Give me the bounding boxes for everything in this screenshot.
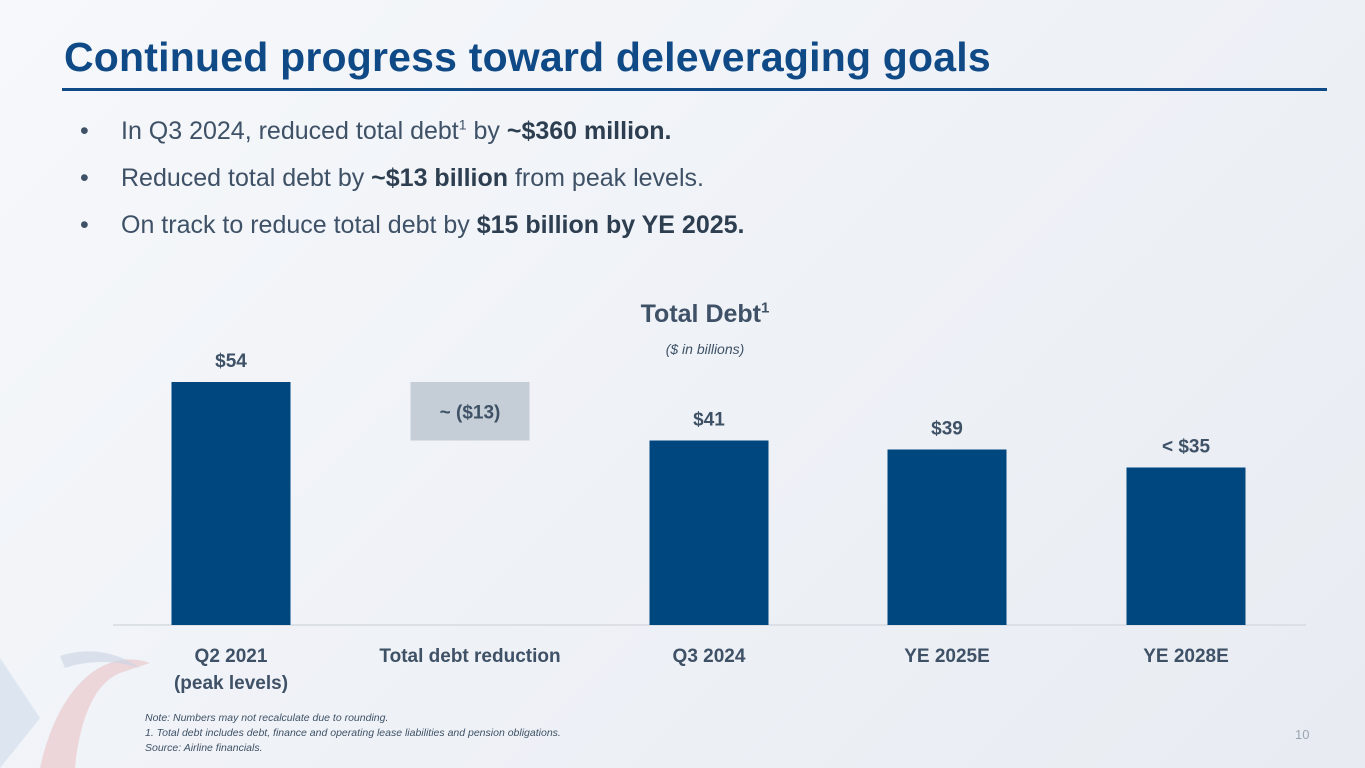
bar-q2-2021 [171, 382, 291, 625]
footnote-marker: 1 [458, 116, 467, 133]
bullet-marker: • [80, 117, 89, 145]
brand-decoration [0, 568, 170, 768]
bar-q3-2024 [649, 440, 769, 625]
x-tick-label: Total debt reduction [379, 646, 560, 667]
x-tick-label: Q2 2021 [195, 646, 268, 667]
x-tick-label: YE 2028E [1143, 646, 1229, 667]
bullet-emphasis: ~$13 billion [371, 164, 509, 192]
page-number: 10 [1295, 727, 1310, 742]
bullet-marker: • [80, 164, 89, 192]
bullet-text: On track to reduce total debt by [121, 211, 477, 239]
bar-value-label: $54 [215, 351, 247, 372]
bullet-text: In Q3 2024, reduced total debt [121, 117, 459, 145]
x-tick-label: Q3 2024 [673, 646, 746, 667]
footnote-marker: 1 [761, 299, 770, 317]
bar-value-label: < $35 [1162, 437, 1211, 458]
footnote-line: 1. Total debt includes debt, finance and… [145, 727, 561, 739]
bar-value-label: $39 [931, 419, 963, 440]
x-tick-label: YE 2025E [904, 646, 990, 667]
bar-ye-2028e [1126, 467, 1246, 625]
footnote-line: Source: Airline financials. [145, 742, 263, 754]
bullet-emphasis: ~$360 million. [506, 117, 672, 145]
chart-subtitle: ($ in billions) [665, 341, 745, 357]
slide-title: Continued progress toward deleveraging g… [64, 34, 991, 80]
footnotes: Note: Numbers may not recalculate due to… [145, 711, 561, 756]
footnote-line: Note: Numbers may not recalculate due to… [145, 712, 389, 724]
bullet-text: from peak levels. [508, 164, 704, 192]
x-tick-sublabel: (peak levels) [174, 673, 288, 694]
reduction-value-label: ~ ($13) [440, 402, 501, 423]
bullet-emphasis: $15 billion by YE 2025. [476, 211, 745, 239]
reduction-bar [410, 382, 530, 441]
bar-value-label: $41 [693, 410, 725, 431]
bullet-marker: • [80, 211, 89, 239]
bullet-text: by [466, 117, 507, 145]
chart-title: Total Debt1 [640, 299, 770, 328]
title-divider [62, 88, 1327, 91]
bar-ye-2025e [887, 449, 1007, 625]
bullet-text: Reduced total debt by [121, 164, 372, 192]
